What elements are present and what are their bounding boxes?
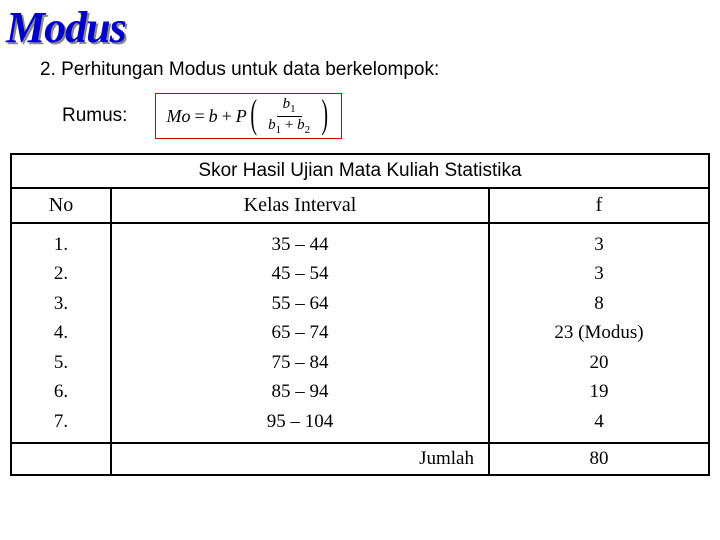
col-header-f: f <box>489 188 709 223</box>
table-total-row: Jumlah 80 <box>11 443 709 474</box>
cell-int-4: 75 – 84 <box>112 348 488 377</box>
slide-title: Modus <box>0 0 720 53</box>
equals-sign: = <box>194 106 204 127</box>
cell-int-3: 65 – 74 <box>112 318 488 347</box>
cell-int-1: 45 – 54 <box>112 259 488 288</box>
cell-int-2: 55 – 64 <box>112 289 488 318</box>
cell-no-1: 2. <box>12 259 110 288</box>
total-value-cell: 80 <box>489 443 709 474</box>
cell-no: 1. 2. 3. 4. 5. 6. 7. <box>11 223 111 443</box>
cell-f-4: 20 <box>490 348 708 377</box>
formula-row: Rumus: Mo = b + P ( b1 b1 + b2 ) <box>0 81 720 139</box>
cell-f-3: 23 (Modus) <box>490 318 708 347</box>
cell-f-2: 8 <box>490 289 708 318</box>
den-plus: + <box>285 117 293 133</box>
formula-b: b <box>209 106 218 127</box>
cell-f: 3 3 8 23 (Modus) 20 19 4 <box>489 223 709 443</box>
table-caption: Skor Hasil Ujian Mata Kuliah Statistika <box>10 153 710 187</box>
cell-f-6: 4 <box>490 407 708 436</box>
num-b1: b <box>283 96 291 112</box>
den-sub2: 2 <box>305 124 311 136</box>
formula-box: Mo = b + P ( b1 b1 + b2 ) <box>155 93 342 139</box>
fraction-numerator: b1 <box>277 96 302 116</box>
cell-int-0: 35 – 44 <box>112 230 488 259</box>
cell-f-5: 19 <box>490 377 708 406</box>
table-data-row: 1. 2. 3. 4. 5. 6. 7. 35 – 44 45 – 54 55 … <box>11 223 709 443</box>
formula-P: P <box>236 106 247 127</box>
total-value: 80 <box>490 444 708 473</box>
formula-lhs: Mo <box>166 106 190 127</box>
cell-no-2: 3. <box>12 289 110 318</box>
cell-no-4: 5. <box>12 348 110 377</box>
col-header-no: No <box>11 188 111 223</box>
left-paren-icon: ( <box>250 94 257 134</box>
cell-no-5: 6. <box>12 377 110 406</box>
cell-no-3: 4. <box>12 318 110 347</box>
rumus-label: Rumus: <box>62 105 127 127</box>
data-table-wrap: Skor Hasil Ujian Mata Kuliah Statistika … <box>10 153 710 476</box>
cell-interval: 35 – 44 45 – 54 55 – 64 65 – 74 75 – 84 … <box>111 223 489 443</box>
total-label-cell: Jumlah <box>111 443 489 474</box>
table-header-row: No Kelas Interval f <box>11 188 709 223</box>
cell-int-6: 95 – 104 <box>112 407 488 436</box>
data-table: No Kelas Interval f 1. 2. 3. 4. 5. 6. 7.… <box>10 187 710 476</box>
formula-fraction: b1 b1 + b2 <box>262 96 316 135</box>
cell-int-5: 85 – 94 <box>112 377 488 406</box>
section-heading: 2. Perhitungan Modus untuk data berkelom… <box>0 53 720 81</box>
cell-f-1: 3 <box>490 259 708 288</box>
plus-sign: + <box>222 106 232 127</box>
den-b1: b <box>268 117 276 133</box>
den-b2: b <box>297 117 305 133</box>
cell-no-0: 1. <box>12 230 110 259</box>
total-empty-no <box>11 443 111 474</box>
col-header-interval: Kelas Interval <box>111 188 489 223</box>
num-sub1: 1 <box>290 103 296 115</box>
cell-no-6: 7. <box>12 407 110 436</box>
cell-f-0: 3 <box>490 230 708 259</box>
den-sub1: 1 <box>276 124 282 136</box>
total-label: Jumlah <box>112 444 488 473</box>
right-paren-icon: ) <box>321 94 328 134</box>
fraction-denominator: b1 + b2 <box>262 117 316 136</box>
